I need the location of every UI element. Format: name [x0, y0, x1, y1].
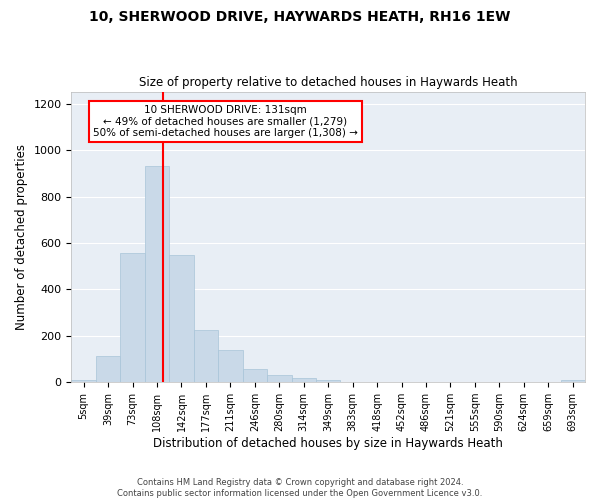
X-axis label: Distribution of detached houses by size in Haywards Heath: Distribution of detached houses by size …: [153, 437, 503, 450]
Text: 10, SHERWOOD DRIVE, HAYWARDS HEATH, RH16 1EW: 10, SHERWOOD DRIVE, HAYWARDS HEATH, RH16…: [89, 10, 511, 24]
Bar: [560, 380, 585, 382]
Text: Contains HM Land Registry data © Crown copyright and database right 2024.
Contai: Contains HM Land Registry data © Crown c…: [118, 478, 482, 498]
Bar: [292, 378, 316, 382]
Bar: [194, 330, 218, 382]
Bar: [96, 356, 121, 382]
Bar: [218, 350, 242, 382]
Bar: [242, 369, 267, 382]
Text: 10 SHERWOOD DRIVE: 131sqm
← 49% of detached houses are smaller (1,279)
50% of se: 10 SHERWOOD DRIVE: 131sqm ← 49% of detac…: [93, 105, 358, 138]
Bar: [316, 380, 340, 382]
Bar: [267, 375, 292, 382]
Y-axis label: Number of detached properties: Number of detached properties: [15, 144, 28, 330]
Title: Size of property relative to detached houses in Haywards Heath: Size of property relative to detached ho…: [139, 76, 518, 90]
Bar: [71, 380, 96, 382]
Bar: [145, 166, 169, 382]
Bar: [121, 253, 145, 382]
Bar: [169, 254, 194, 382]
